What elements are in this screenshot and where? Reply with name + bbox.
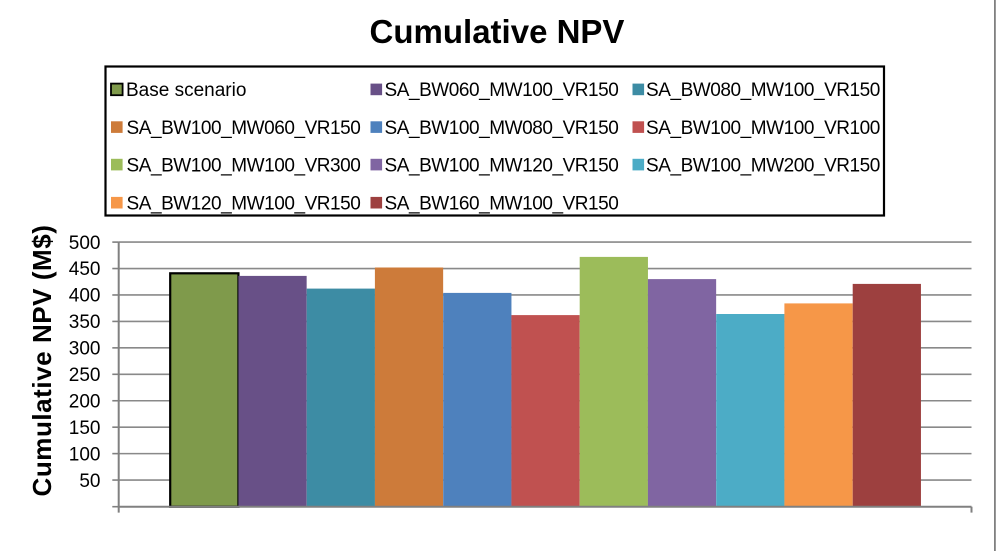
svg-text:SA_BW120_MW100_VR150: SA_BW120_MW100_VR150 bbox=[127, 193, 361, 214]
svg-text:SA_BW160_MW100_VR150: SA_BW160_MW100_VR150 bbox=[385, 193, 619, 214]
svg-text:400: 400 bbox=[69, 286, 101, 307]
svg-text:SA_BW100_MW200_VR150: SA_BW100_MW200_VR150 bbox=[646, 155, 880, 176]
svg-text:Cumulative NPV: Cumulative NPV bbox=[370, 13, 625, 50]
svg-text:50: 50 bbox=[79, 471, 100, 492]
svg-text:200: 200 bbox=[69, 391, 101, 412]
svg-text:Base scenario: Base scenario bbox=[126, 80, 246, 101]
svg-text:150: 150 bbox=[69, 418, 101, 439]
svg-text:SA_BW100_MW100_VR300: SA_BW100_MW100_VR300 bbox=[127, 155, 361, 176]
svg-text:SA_BW080_MW100_VR150: SA_BW080_MW100_VR150 bbox=[646, 80, 880, 101]
svg-text:300: 300 bbox=[69, 339, 101, 360]
svg-text:500: 500 bbox=[69, 233, 101, 254]
svg-text:SA_BW100_MW060_VR150: SA_BW100_MW060_VR150 bbox=[127, 118, 361, 139]
svg-text:350: 350 bbox=[69, 312, 101, 333]
svg-text:SA_BW060_MW100_VR150: SA_BW060_MW100_VR150 bbox=[385, 80, 619, 101]
svg-text:SA_BW100_MW100_VR100: SA_BW100_MW100_VR100 bbox=[646, 118, 880, 139]
svg-text:SA_BW100_MW080_VR150: SA_BW100_MW080_VR150 bbox=[385, 118, 619, 139]
svg-text:250: 250 bbox=[69, 365, 101, 386]
svg-text:SA_BW100_MW120_VR150: SA_BW100_MW120_VR150 bbox=[385, 155, 619, 176]
svg-text:100: 100 bbox=[69, 444, 101, 465]
svg-text:Cumulative NPV (M$): Cumulative NPV (M$) bbox=[27, 225, 57, 497]
svg-text:450: 450 bbox=[69, 259, 101, 280]
